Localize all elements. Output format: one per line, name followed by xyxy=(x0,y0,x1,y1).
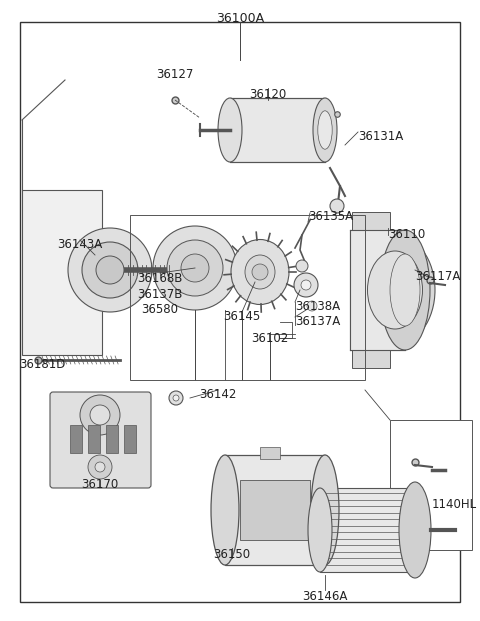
Text: 36146A: 36146A xyxy=(302,590,348,603)
Bar xyxy=(225,455,325,565)
Ellipse shape xyxy=(318,111,332,149)
Text: 36170: 36170 xyxy=(82,478,119,491)
Bar xyxy=(390,420,472,550)
Circle shape xyxy=(95,462,105,472)
Circle shape xyxy=(96,256,124,284)
Bar xyxy=(320,488,415,572)
Circle shape xyxy=(90,405,110,425)
Circle shape xyxy=(80,395,120,435)
Text: 36181D: 36181D xyxy=(19,358,65,371)
Ellipse shape xyxy=(390,254,420,326)
Circle shape xyxy=(181,254,209,282)
Circle shape xyxy=(169,391,183,405)
Bar xyxy=(240,480,310,540)
Bar xyxy=(130,215,365,380)
Ellipse shape xyxy=(308,488,332,572)
Bar xyxy=(260,447,280,459)
Circle shape xyxy=(153,226,237,310)
Circle shape xyxy=(294,273,318,297)
Text: 36120: 36120 xyxy=(250,88,287,101)
Text: 36580: 36580 xyxy=(142,303,179,316)
Ellipse shape xyxy=(368,251,422,329)
FancyBboxPatch shape xyxy=(50,392,151,488)
Text: 36143A: 36143A xyxy=(58,238,103,251)
Circle shape xyxy=(68,228,152,312)
Text: 36138A: 36138A xyxy=(295,300,340,313)
Bar xyxy=(350,230,405,350)
Bar xyxy=(352,350,390,368)
Bar xyxy=(230,98,325,162)
Circle shape xyxy=(296,260,308,272)
Text: 36145: 36145 xyxy=(223,310,261,323)
Ellipse shape xyxy=(218,98,242,162)
Bar xyxy=(106,425,118,453)
Circle shape xyxy=(307,301,317,311)
Text: 36102: 36102 xyxy=(252,332,288,345)
Bar xyxy=(350,230,405,350)
Ellipse shape xyxy=(311,455,339,565)
Text: 36142: 36142 xyxy=(199,388,237,401)
Ellipse shape xyxy=(231,240,289,304)
Text: 36117A: 36117A xyxy=(415,270,460,283)
Circle shape xyxy=(330,199,344,213)
Circle shape xyxy=(301,280,311,290)
Ellipse shape xyxy=(211,455,239,565)
Text: 36137B: 36137B xyxy=(137,288,183,301)
Text: 36135A: 36135A xyxy=(308,210,353,223)
Bar xyxy=(22,190,102,355)
Ellipse shape xyxy=(313,98,337,162)
Text: 36127: 36127 xyxy=(156,68,194,81)
Text: 36150: 36150 xyxy=(214,548,251,561)
Circle shape xyxy=(173,395,179,401)
Bar xyxy=(88,425,100,453)
Circle shape xyxy=(252,264,268,280)
Bar xyxy=(352,212,390,230)
Bar xyxy=(70,425,82,453)
Text: 36137A: 36137A xyxy=(295,315,340,328)
Circle shape xyxy=(82,242,138,298)
Circle shape xyxy=(88,455,112,479)
Text: 36110: 36110 xyxy=(388,228,425,241)
Ellipse shape xyxy=(245,255,275,289)
Circle shape xyxy=(167,240,223,296)
Text: 36131A: 36131A xyxy=(358,130,403,143)
Bar xyxy=(124,425,136,453)
Text: 36100A: 36100A xyxy=(216,12,264,25)
Ellipse shape xyxy=(380,230,430,350)
Ellipse shape xyxy=(399,482,431,578)
Text: 36168B: 36168B xyxy=(137,272,183,285)
Text: 1140HL: 1140HL xyxy=(432,498,477,511)
Ellipse shape xyxy=(355,235,435,345)
